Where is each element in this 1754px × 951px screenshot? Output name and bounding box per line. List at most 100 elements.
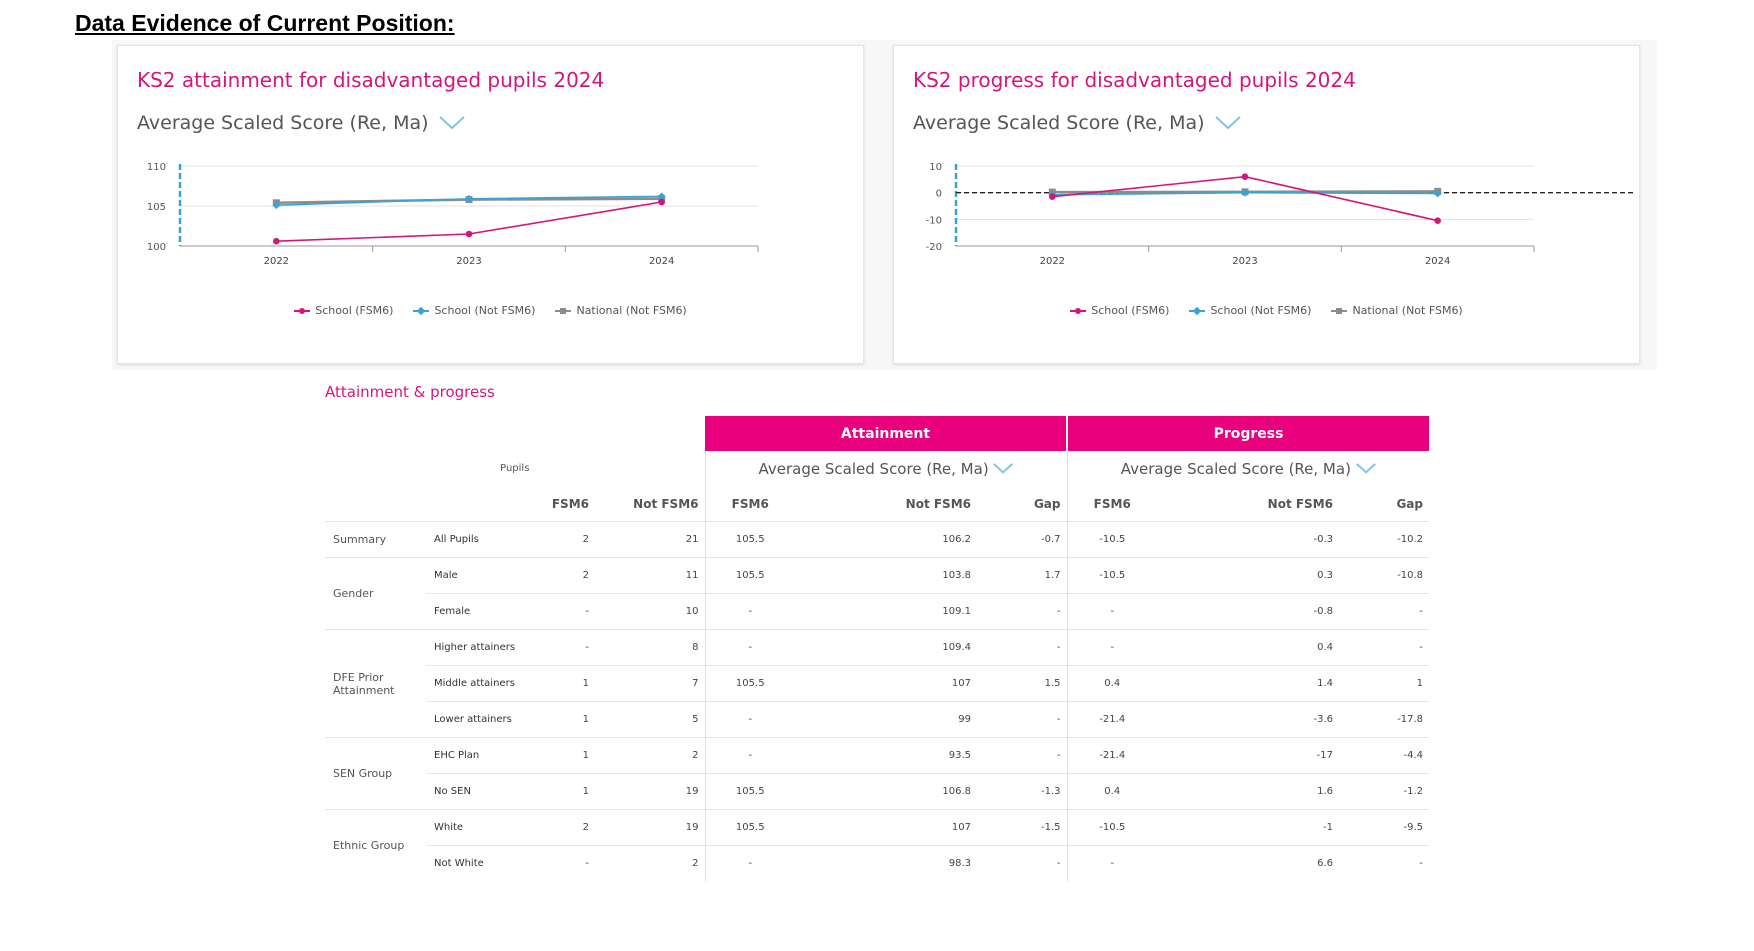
- cell-att-fsm6: -: [704, 737, 795, 774]
- metric-selector[interactable]: Average Scaled Score (Re, Ma): [913, 112, 1241, 134]
- attainment-line-chart: 110 105 100 2022 2023 2024: [147, 162, 759, 267]
- cell-prog-fsm6: -: [1066, 593, 1157, 630]
- legend-swatch: [294, 306, 311, 316]
- row-label: Lower attainers: [426, 701, 539, 738]
- cell-att-fsm6: 105.5: [704, 557, 795, 594]
- cell-att-not-fsm6: 106.2: [795, 521, 977, 558]
- cell-att-not-fsm6: 99: [795, 701, 977, 738]
- legend-item[interactable]: National (Not FSM6): [555, 304, 687, 317]
- x-tick-label: 2024: [1425, 256, 1450, 267]
- cell-prog-fsm6: -10.5: [1066, 557, 1157, 594]
- x-tick-label: 2024: [649, 256, 674, 267]
- attainment-band: Attainment: [705, 416, 1067, 451]
- table-row: Lower attainers 1 5-99- -21.4 -3.6 -17.8: [325, 701, 1429, 738]
- chevron-down-icon[interactable]: [1214, 116, 1241, 130]
- metric-selector[interactable]: Average Scaled Score (Re, Ma): [137, 112, 465, 134]
- x-tick-label: 2023: [1232, 256, 1257, 267]
- cell-att-gap: -: [977, 701, 1067, 738]
- chevron-down-icon[interactable]: [993, 462, 1014, 474]
- legend-item[interactable]: School (Not FSM6): [1189, 304, 1311, 317]
- chart-title: KS2 attainment for disadvantaged pupils …: [137, 68, 605, 92]
- legend-item[interactable]: National (Not FSM6): [1331, 304, 1463, 317]
- cell-not-fsm6: 19: [595, 773, 705, 810]
- row-label: Higher attainers: [426, 629, 539, 666]
- attainment-chart-card: KS2 attainment for disadvantaged pupils …: [117, 45, 864, 364]
- row-label: Male: [426, 557, 539, 594]
- cell-not-fsm6: 19: [595, 809, 705, 846]
- cell-prog-gap: -4.4: [1339, 737, 1429, 774]
- metric-selector-label: Average Scaled Score (Re, Ma): [913, 112, 1205, 134]
- cell-att-gap: -: [977, 845, 1067, 881]
- cell-not-fsm6: 2: [595, 737, 705, 774]
- attainment-metric-selector[interactable]: Average Scaled Score (Re, Ma): [704, 451, 1067, 486]
- data-point: [657, 192, 666, 201]
- cell-fsm6: 1: [539, 701, 595, 738]
- cell-att-fsm6: -: [704, 845, 795, 881]
- cell-not-fsm6: 5: [595, 701, 705, 738]
- cell-att-gap: -: [977, 593, 1067, 630]
- data-point: [1049, 193, 1056, 200]
- legend-label: School (Not FSM6): [1210, 304, 1312, 317]
- attainment-metric-label: Average Scaled Score (Re, Ma): [758, 459, 989, 478]
- table-row: Middle attainers 1 7 105.5 107 1.5 0.4 1.4 1: [325, 665, 1429, 702]
- legend-swatch: [555, 306, 572, 316]
- cell-fsm6: -: [539, 593, 595, 630]
- chart-title: KS2 progress for disadvantaged pupils 20…: [913, 68, 1356, 92]
- table-row: Summary All Pupils 2 21 105.5 106.2 -0.7 -10.5-…: [325, 521, 1429, 558]
- row-group-label: Gender: [325, 557, 426, 630]
- col-header-fsm6: FSM6: [551, 496, 589, 511]
- cell-att-gap: -1.5: [977, 809, 1067, 846]
- x-tick-label: 2023: [456, 256, 481, 267]
- legend-item[interactable]: School (FSM6): [1070, 304, 1169, 317]
- chart-legend: School (FSM6) School (Not FSM6) National (…: [118, 304, 863, 317]
- cell-prog-not-fsm6: 0.3: [1157, 557, 1339, 594]
- cell-att-fsm6: -: [704, 701, 795, 738]
- progress-metric-label: Average Scaled Score (Re, Ma): [1120, 459, 1351, 478]
- row-group-label: DFE Prior Attainment: [325, 629, 426, 738]
- row-label: All Pupils: [426, 521, 539, 558]
- data-point: [465, 230, 473, 238]
- cell-prog-not-fsm6: 6.6: [1157, 845, 1339, 881]
- progress-metric-selector[interactable]: Average Scaled Score (Re, Ma): [1066, 451, 1429, 486]
- chevron-down-icon[interactable]: [1355, 462, 1376, 474]
- cell-att-not-fsm6: 106.8: [795, 773, 977, 810]
- cell-att-not-fsm6: 107: [795, 665, 977, 702]
- row-group-label: Summary: [325, 521, 426, 558]
- table-row: Not White -2-98.3- -6.6-: [325, 845, 1429, 881]
- cell-att-fsm6: 105.5: [704, 665, 795, 702]
- row-label: White: [426, 809, 539, 846]
- y-tick-label: 100: [147, 242, 166, 253]
- chevron-down-icon[interactable]: [438, 116, 465, 130]
- table-row: Ethnic Group White 2 19 105.5 107 -1.5 -10.5 -1-…: [325, 809, 1429, 881]
- cell-prog-gap: -: [1339, 845, 1429, 881]
- cell-prog-fsm6: -10.5: [1066, 809, 1157, 846]
- data-point: [1241, 188, 1249, 197]
- cell-not-fsm6: 8: [595, 629, 705, 666]
- cell-prog-fsm6: -: [1066, 845, 1157, 881]
- cell-att-fsm6: -: [704, 593, 795, 630]
- cell-att-not-fsm6: 109.4: [795, 629, 977, 666]
- data-point: [1241, 173, 1249, 180]
- cell-prog-fsm6: 0.4: [1066, 665, 1157, 702]
- cell-prog-fsm6: 0.4: [1066, 773, 1157, 810]
- cell-fsm6: 2: [539, 557, 595, 594]
- cell-att-not-fsm6: 103.8: [795, 557, 977, 594]
- attainment-progress-table: Attainment Progress Pupils Average Scale…: [325, 416, 1429, 881]
- row-group-label: SEN Group: [325, 737, 426, 810]
- cell-fsm6: -: [539, 845, 595, 881]
- legend-item[interactable]: School (Not FSM6): [413, 304, 535, 317]
- row-label: EHC Plan: [426, 737, 539, 774]
- legend-label: National (Not FSM6): [1352, 304, 1463, 317]
- col-header-att-not-fsm6: Not FSM6: [905, 496, 971, 511]
- col-header-att-fsm6: FSM6: [704, 486, 795, 522]
- legend-item[interactable]: School (FSM6): [294, 304, 393, 317]
- y-tick-label: 0: [936, 189, 942, 200]
- cell-att-gap: -: [977, 737, 1067, 774]
- cell-prog-gap: -: [1339, 593, 1429, 630]
- legend-swatch: [1331, 306, 1348, 316]
- cell-prog-gap: -9.5: [1339, 809, 1429, 846]
- table-row: Gender Male 2 11 105.5 103.8 1.7 -10.5 0.3 -10.8: [325, 557, 1429, 630]
- cell-att-not-fsm6: 93.5: [795, 737, 977, 774]
- y-tick-label: -20: [926, 242, 942, 253]
- row-label: No SEN: [426, 773, 539, 810]
